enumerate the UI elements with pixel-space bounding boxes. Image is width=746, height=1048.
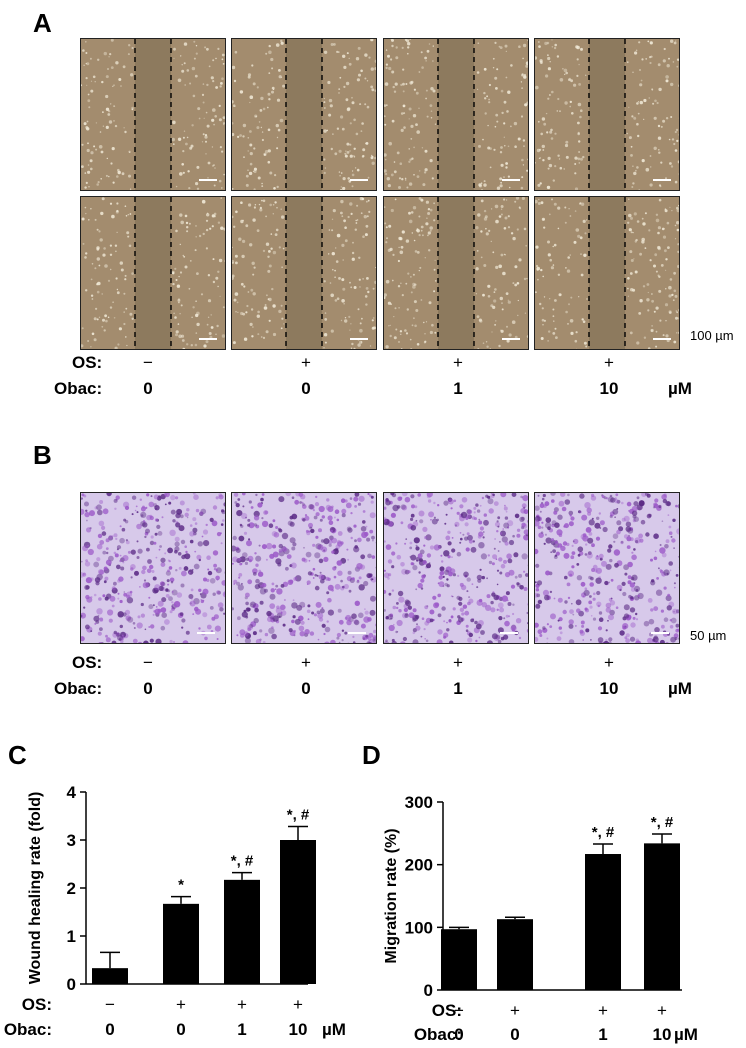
scratch-micrograph	[383, 196, 529, 350]
obac-value-b-4: 10	[599, 679, 619, 698]
chart-c-os-value: +	[293, 995, 303, 1014]
chart-d-y-tick-label: 100	[405, 918, 433, 937]
chart-c-significance-label: *, #	[287, 807, 310, 824]
chart-d-y-tick-label: 0	[424, 981, 433, 1000]
chart-c-os-value: +	[237, 995, 247, 1014]
chart-d-unit-label: µM	[674, 1025, 698, 1044]
chart-d-os-value: +	[510, 1001, 520, 1020]
chart-c-significance-label: *, #	[231, 853, 254, 870]
panel-label-a: A	[33, 8, 52, 38]
chart-d-os-value: +	[598, 1001, 608, 1020]
os-value-a-1: −	[143, 353, 153, 372]
chart-c-x-tick-label: 1	[237, 1020, 246, 1039]
panel-label-c: C	[8, 740, 27, 770]
chart-c-os-value: +	[176, 995, 186, 1014]
transwell-micrograph	[383, 492, 529, 644]
obac-value-b-1: 0	[143, 679, 153, 698]
obac-label-a: Obac:	[54, 379, 103, 398]
obac-value-a-3: 1	[453, 379, 463, 398]
scratch-micrograph	[231, 38, 377, 191]
os-label-b: OS:	[72, 653, 103, 672]
panel-label-b: B	[33, 440, 52, 470]
chart-c-y-tick-label: 0	[67, 975, 76, 994]
transwell-micrograph	[231, 492, 377, 644]
os-label-a: OS:	[72, 353, 103, 372]
chart-c-x-tick-label: 10	[289, 1020, 308, 1039]
os-value-b-1: −	[143, 653, 153, 672]
chart-c-bar	[224, 879, 260, 984]
chart-d-x-tick-label: 1	[598, 1025, 607, 1044]
chart-d-os-label: OS:	[432, 1001, 462, 1020]
os-value-a-2: +	[301, 353, 311, 372]
obac-value-a-2: 0	[301, 379, 311, 398]
chart-c-unit-label: µM	[322, 1020, 346, 1039]
chart-d-bar	[585, 854, 621, 990]
os-value-a-4: +	[604, 353, 614, 372]
chart-d-x-tick-label: 0	[454, 1025, 463, 1044]
obac-value-a-4: 10	[599, 379, 619, 398]
wound-healing-bar-chart: 0 1 2 3 4 Wound healing rate (fold) * *, # *, # O…	[4, 783, 346, 1039]
scratch-micrograph	[383, 38, 529, 191]
chart-c-os-value: −	[105, 995, 115, 1014]
chart-d-x-tick-label: 0	[510, 1025, 519, 1044]
chart-c-x-tick-label: 0	[105, 1020, 114, 1039]
chart-c-y-tick-label: 4	[67, 783, 77, 802]
chart-c-y-tick-label: 3	[67, 831, 76, 850]
chart-c-x-tick-label: 0	[176, 1020, 185, 1039]
chart-d-y-tick-label: 300	[405, 793, 433, 812]
chart-d-significance-label: *, #	[651, 814, 674, 831]
chart-d-y-axis-label: Migration rate (%)	[383, 828, 400, 963]
obac-value-b-3: 1	[453, 679, 463, 698]
chart-d-obac-label: Obac:	[414, 1025, 462, 1044]
chart-d-os-value: +	[657, 1001, 667, 1020]
os-value-b-3: +	[453, 653, 463, 672]
chart-c-y-tick-label: 1	[67, 927, 76, 946]
obac-value-a-1: 0	[143, 379, 153, 398]
unit-label-b: µM	[668, 679, 692, 698]
chart-c-bar	[280, 840, 316, 984]
chart-d-os-value: −	[454, 1001, 464, 1020]
scale-bar-label-a: 100 µm	[690, 328, 734, 343]
scratch-micrograph	[80, 196, 226, 350]
obac-value-b-2: 0	[301, 679, 311, 698]
chart-c-obac-label: Obac:	[4, 1020, 52, 1039]
scratch-micrograph	[80, 38, 226, 191]
os-value-b-2: +	[301, 653, 311, 672]
chart-d-bar	[644, 843, 680, 990]
scratch-micrograph	[231, 196, 377, 350]
chart-c-os-label: OS:	[22, 995, 52, 1014]
chart-d-bar	[441, 929, 477, 990]
os-value-b-4: +	[604, 653, 614, 672]
chart-c-bar	[163, 903, 199, 984]
chart-c-bar	[92, 968, 128, 984]
chart-c-y-axis-label: Wound healing rate (fold)	[27, 792, 44, 985]
scratch-micrograph	[534, 38, 680, 191]
chart-d-x-tick-label: 10	[653, 1025, 672, 1044]
unit-label-a: µM	[668, 379, 692, 398]
chart-c-significance-label: *	[178, 877, 184, 894]
chart-d-y-tick-label: 200	[405, 856, 433, 875]
os-value-a-3: +	[453, 353, 463, 372]
transwell-micrograph	[80, 492, 226, 644]
obac-label-b: Obac:	[54, 679, 103, 698]
scratch-micrograph	[534, 196, 680, 350]
transwell-micrograph	[534, 492, 680, 644]
chart-d-significance-label: *, #	[592, 824, 615, 841]
panel-label-d: D	[362, 740, 381, 770]
scale-bar-label-b: 50 µm	[690, 628, 727, 643]
chart-d-bar	[497, 919, 533, 990]
chart-c-y-tick-label: 2	[67, 879, 76, 898]
